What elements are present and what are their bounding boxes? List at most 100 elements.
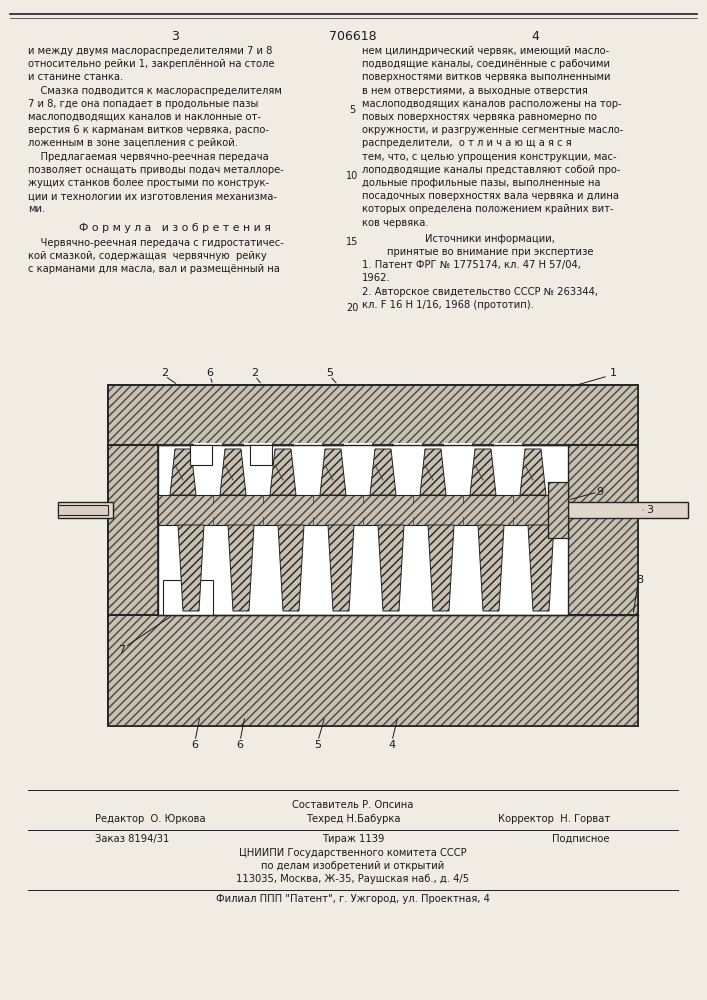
Text: Редактор  О. Юркова: Редактор О. Юркова xyxy=(95,814,206,824)
Polygon shape xyxy=(328,525,354,611)
Polygon shape xyxy=(520,449,546,495)
Text: 15: 15 xyxy=(346,237,358,247)
Text: 1: 1 xyxy=(609,368,617,378)
Polygon shape xyxy=(228,525,254,611)
Polygon shape xyxy=(378,525,404,611)
Bar xyxy=(568,502,688,518)
Text: 5: 5 xyxy=(327,368,334,378)
Bar xyxy=(568,445,638,615)
Text: 5: 5 xyxy=(315,740,322,750)
Text: 4: 4 xyxy=(531,30,539,43)
Bar xyxy=(250,445,272,465)
Text: Источники информации,: Источники информации, xyxy=(425,234,555,244)
Polygon shape xyxy=(420,449,446,495)
Text: 2. Авторское свидетельство СССР № 263344,: 2. Авторское свидетельство СССР № 263344… xyxy=(362,287,598,297)
Bar xyxy=(108,385,638,445)
Text: ции и технологии их изготовления механизма-: ции и технологии их изготовления механиз… xyxy=(28,191,277,201)
Text: кой смазкой, содержащая  червячную  рейку: кой смазкой, содержащая червячную рейку xyxy=(28,251,267,261)
Text: 4: 4 xyxy=(388,740,395,750)
Text: повых поверхностях червяка равномерно по: повых поверхностях червяка равномерно по xyxy=(362,112,597,122)
Polygon shape xyxy=(220,449,246,495)
Bar xyxy=(548,482,568,538)
Polygon shape xyxy=(170,449,196,495)
Text: 8: 8 xyxy=(636,575,643,585)
Text: 706618: 706618 xyxy=(329,30,377,43)
Text: 10: 10 xyxy=(346,171,358,181)
Text: с карманами для масла, вал и размещённый на: с карманами для масла, вал и размещённый… xyxy=(28,264,280,274)
Bar xyxy=(294,443,322,455)
Text: 20: 20 xyxy=(346,303,358,313)
Bar xyxy=(58,502,113,518)
Text: дольные профильные пазы, выполненные на: дольные профильные пазы, выполненные на xyxy=(362,178,600,188)
Bar xyxy=(190,445,212,465)
Bar xyxy=(158,445,568,615)
Text: маслоподводящих каналов расположены на тор-: маслоподводящих каналов расположены на т… xyxy=(362,99,621,109)
Text: Заказ 8194/31: Заказ 8194/31 xyxy=(95,834,170,844)
Bar xyxy=(344,443,372,455)
Bar xyxy=(244,443,272,455)
Bar xyxy=(108,385,638,726)
Bar xyxy=(194,443,222,455)
Text: 6: 6 xyxy=(192,740,199,750)
Text: 2: 2 xyxy=(161,368,168,378)
Text: 7 и 8, где она попадает в продольные пазы: 7 и 8, где она попадает в продольные паз… xyxy=(28,99,258,109)
Bar xyxy=(444,443,472,455)
Text: ми.: ми. xyxy=(28,204,45,214)
Bar xyxy=(108,445,158,615)
Text: 113035, Москва, Ж-35, Раушская наб., д. 4/5: 113035, Москва, Ж-35, Раушская наб., д. … xyxy=(236,874,469,884)
Text: Корректор  Н. Горват: Корректор Н. Горват xyxy=(498,814,610,824)
Text: подводящие каналы, соединённые с рабочими: подводящие каналы, соединённые с рабочим… xyxy=(362,59,610,69)
Text: окружности, и разгруженные сегментные масло-: окружности, и разгруженные сегментные ма… xyxy=(362,125,624,135)
Bar xyxy=(58,505,108,515)
Text: Тираж 1139: Тираж 1139 xyxy=(322,834,384,844)
Text: Ф о р м у л а   и з о б р е т е н и я: Ф о р м у л а и з о б р е т е н и я xyxy=(79,223,271,233)
Text: 1962.: 1962. xyxy=(362,273,391,283)
Text: 3: 3 xyxy=(171,30,179,43)
Text: и станине станка.: и станине станка. xyxy=(28,72,123,82)
Text: 2: 2 xyxy=(252,368,259,378)
Text: Филиал ППП "Патент", г. Ужгород, ул. Проектная, 4: Филиал ППП "Патент", г. Ужгород, ул. Про… xyxy=(216,894,490,904)
Text: по делам изобретений и открытий: по делам изобретений и открытий xyxy=(262,861,445,871)
Text: ЦНИИПИ Государственного комитета СССР: ЦНИИПИ Государственного комитета СССР xyxy=(239,848,467,858)
Text: 3: 3 xyxy=(646,505,653,515)
Text: принятые во внимание при экспертизе: принятые во внимание при экспертизе xyxy=(387,247,593,257)
Text: ков червяка.: ков червяка. xyxy=(362,218,428,228)
Text: распределители,  о т л и ч а ю щ а я с я: распределители, о т л и ч а ю щ а я с я xyxy=(362,138,572,148)
Text: 7: 7 xyxy=(119,645,126,655)
Bar xyxy=(548,482,568,538)
Polygon shape xyxy=(278,525,304,611)
Polygon shape xyxy=(370,449,396,495)
Text: маслоподводящих каналов и наклонные от-: маслоподводящих каналов и наклонные от- xyxy=(28,112,261,122)
Text: 9: 9 xyxy=(597,487,604,497)
Text: нем цилиндрический червяк, имеющий масло-: нем цилиндрический червяк, имеющий масло… xyxy=(362,46,609,56)
Text: Техред Н.Бабурка: Техред Н.Бабурка xyxy=(305,814,400,824)
Text: и между двумя маслораспределителями 7 и 8: и между двумя маслораспределителями 7 и … xyxy=(28,46,272,56)
Text: жущих станков более простыми по конструк-: жущих станков более простыми по конструк… xyxy=(28,178,269,188)
Polygon shape xyxy=(178,525,204,611)
Text: ложенным в зоне зацепления с рейкой.: ложенным в зоне зацепления с рейкой. xyxy=(28,138,238,148)
Bar xyxy=(108,385,638,445)
Text: тем, что, с целью упрощения конструкции, мас-: тем, что, с целью упрощения конструкции,… xyxy=(362,152,617,162)
Polygon shape xyxy=(320,449,346,495)
Text: Составитель Р. Опсина: Составитель Р. Опсина xyxy=(292,800,414,810)
Text: 6: 6 xyxy=(237,740,243,750)
Text: позволяет оснащать приводы подач металлоре-: позволяет оснащать приводы подач металло… xyxy=(28,165,284,175)
Bar xyxy=(494,443,522,455)
Polygon shape xyxy=(470,449,496,495)
Bar xyxy=(163,580,213,615)
Text: посадочных поверхностях вала червяка и длина: посадочных поверхностях вала червяка и д… xyxy=(362,191,619,201)
Bar xyxy=(108,615,638,726)
Text: лоподводящие каналы представляют собой про-: лоподводящие каналы представляют собой п… xyxy=(362,165,621,175)
Bar xyxy=(158,495,568,525)
Text: 6: 6 xyxy=(206,368,214,378)
Polygon shape xyxy=(428,525,454,611)
Bar xyxy=(568,445,638,615)
Text: кл. F 16 Н 1/16, 1968 (прототип).: кл. F 16 Н 1/16, 1968 (прототип). xyxy=(362,300,534,310)
Polygon shape xyxy=(270,449,296,495)
Text: в нем отверстиями, а выходные отверстия: в нем отверстиями, а выходные отверстия xyxy=(362,86,588,96)
Text: Подписное: Подписное xyxy=(552,834,610,844)
Bar xyxy=(108,445,158,615)
Text: относительно рейки 1, закреплённой на столе: относительно рейки 1, закреплённой на ст… xyxy=(28,59,274,69)
Text: Смазка подводится к маслораспределителям: Смазка подводится к маслораспределителям xyxy=(28,86,282,96)
Text: поверхностями витков червяка выполненными: поверхностями витков червяка выполненным… xyxy=(362,72,611,82)
